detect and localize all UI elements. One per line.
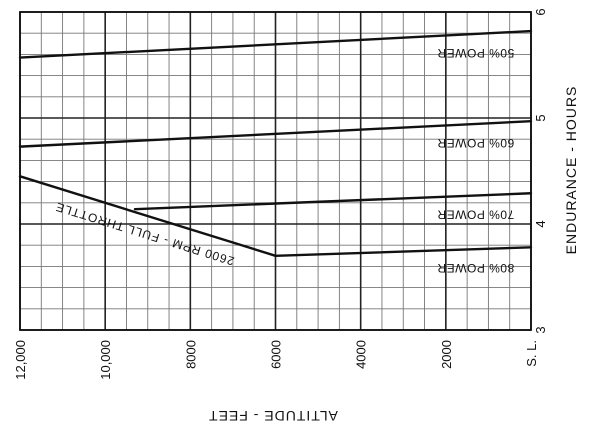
x-tick-label-4: 4000 [354,340,369,369]
x-axis-ticks: 12,000 10,000 8000 6000 4000 2000 S. L. [13,340,539,380]
series-line-3 [274,246,533,258]
y-tick-label-2: 5 [533,114,548,121]
x-tick-label-3: 6000 [269,340,284,369]
series-label-0: 50% POWER [437,46,514,60]
series-label-3: 80% POWER [437,261,514,275]
y-tick-label-1: 4 [533,220,548,227]
series-line-0 [18,29,533,59]
plot-frame [19,11,532,331]
x-tick-label-6: S. L. [524,340,539,367]
y-axis-ticks: 3 4 5 6 [533,8,548,333]
x-tick-label-1: 10,000 [98,340,113,380]
chart-grid-major [19,11,532,331]
series-label-2: 70% POWER [437,208,514,222]
x-tick-label-0: 12,000 [13,340,28,380]
x-axis-title: ALTITUDE - FEET [208,408,338,424]
y-tick-label-3: 6 [533,8,548,15]
chart-series [18,29,533,258]
x-tick-label-5: 2000 [439,340,454,369]
y-tick-label-0: 3 [533,326,548,333]
series-label-1: 60% POWER [437,136,514,150]
x-tick-label-2: 8000 [183,340,198,369]
y-axis-title: ENDURANCE - HOURS [563,86,579,255]
series-line-1 [18,119,533,148]
series-line-2 [133,192,533,211]
series-line-4 [18,175,277,258]
